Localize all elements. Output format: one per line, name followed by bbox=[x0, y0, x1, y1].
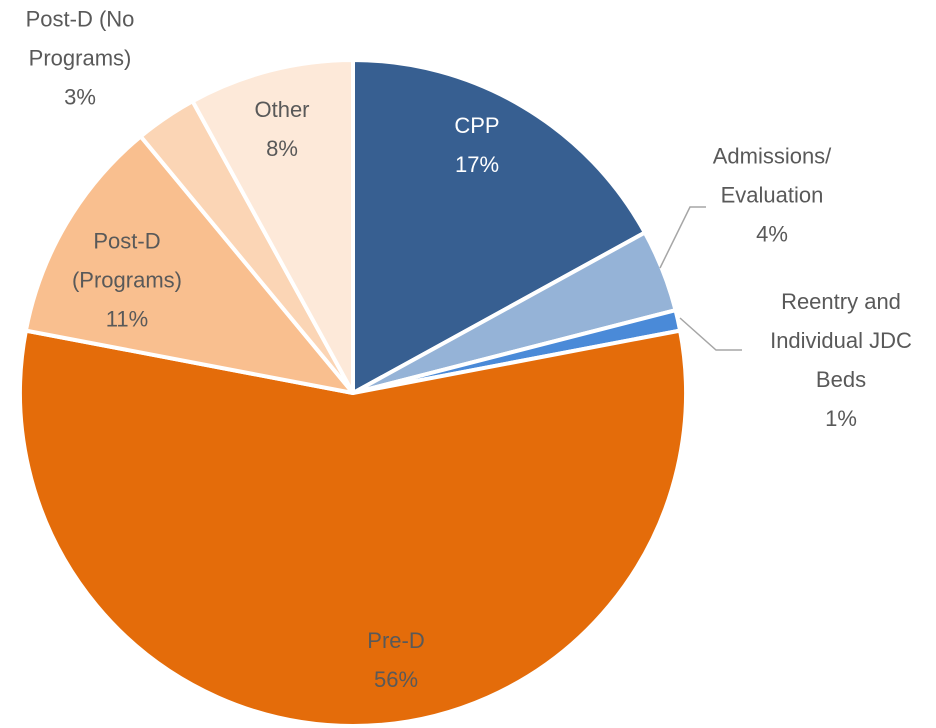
value-label: 3% bbox=[64, 84, 96, 110]
slice-label: CPP 17% bbox=[417, 106, 537, 184]
slice-label: Post-D (No Programs) 3% bbox=[5, 0, 155, 117]
value-label: 4% bbox=[756, 221, 788, 247]
pie bbox=[18, 58, 688, 728]
category-label: Reentry and Individual JDC Beds bbox=[770, 289, 912, 392]
pie-slice bbox=[351, 58, 647, 395]
category-label: Post-D (No Programs) bbox=[25, 6, 135, 71]
value-label: 11% bbox=[105, 306, 149, 332]
slice-label: Reentry and Individual JDC Beds 1% bbox=[751, 282, 931, 438]
pie-slice bbox=[23, 134, 355, 395]
leader-line bbox=[659, 206, 706, 269]
value-label: 17% bbox=[454, 152, 500, 177]
leader-line bbox=[679, 317, 742, 351]
slice-label: Admissions/ Evaluation 4% bbox=[687, 137, 857, 254]
pie-slice bbox=[18, 328, 688, 728]
value-label: 8% bbox=[266, 136, 298, 161]
value-label: 1% bbox=[825, 406, 857, 431]
slice-label: Post-D (Programs) 11% bbox=[52, 222, 202, 339]
category-label: Admissions/ Evaluation bbox=[712, 143, 832, 208]
category-label: Pre-D bbox=[367, 628, 425, 653]
category-label: Post-D (Programs) bbox=[71, 228, 182, 293]
category-label: Other bbox=[254, 97, 310, 122]
slice-label: Pre-D 56% bbox=[336, 621, 456, 699]
value-label: 56% bbox=[373, 667, 419, 692]
pie-slice bbox=[190, 58, 355, 395]
category-label: CPP bbox=[454, 113, 500, 138]
slice-label: Other 8% bbox=[222, 90, 342, 168]
